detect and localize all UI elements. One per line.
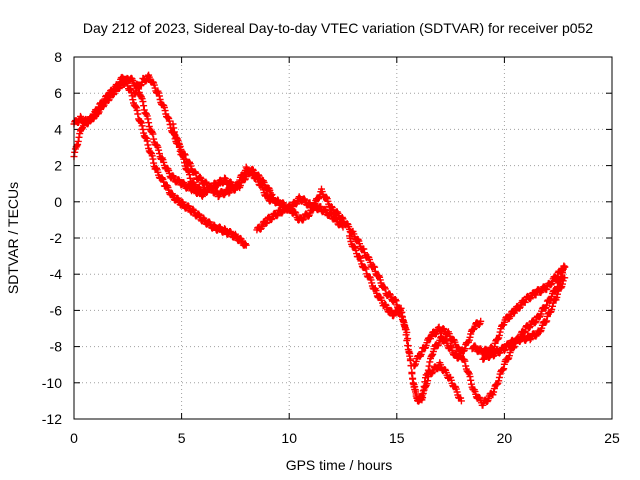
data-series-track-9 [479, 274, 569, 363]
y-tick-label: 0 [54, 194, 62, 210]
y-tick-label: -2 [50, 230, 63, 246]
data-series-track-8 [468, 262, 569, 358]
x-axis-label: GPS time / hours [286, 457, 393, 473]
data-points-track-8 [468, 262, 569, 358]
grid [74, 57, 612, 419]
data-series-track-6 [346, 232, 485, 405]
x-tick-label: 15 [389, 430, 405, 446]
y-tick-label: -12 [42, 411, 62, 427]
x-tick-label: 20 [497, 430, 513, 446]
data-points-track-6 [346, 232, 485, 405]
axis-ticks [73, 56, 613, 420]
data-series-track-5 [253, 185, 465, 405]
y-tick-label: 8 [54, 49, 62, 65]
y-tick-label: -6 [50, 302, 63, 318]
y-tick-label: 4 [54, 121, 62, 137]
y-tick-label: 2 [54, 158, 62, 174]
x-tick-labels: 0 5 10 15 20 25 [70, 430, 620, 446]
y-tick-label: -8 [50, 339, 63, 355]
data-points-track-9 [479, 274, 569, 363]
data-points-track-5 [253, 185, 465, 405]
y-axis-label: SDTVAR / TECUs [5, 182, 21, 294]
y-tick-label: -10 [42, 375, 62, 391]
chart-title: Day 212 of 2023, Sidereal Day-to-day VTE… [83, 20, 593, 36]
plot-frame [73, 56, 613, 420]
x-tick-label: 0 [70, 430, 78, 446]
y-tick-labels: -12 -10 -8 -6 -4 -2 0 2 4 6 8 [42, 49, 62, 427]
y-tick-label: -4 [50, 266, 63, 282]
data-points [70, 71, 569, 409]
x-tick-label: 5 [178, 430, 186, 446]
x-tick-label: 25 [604, 430, 620, 446]
y-tick-label: 6 [54, 85, 62, 101]
x-tick-label: 10 [281, 430, 297, 446]
